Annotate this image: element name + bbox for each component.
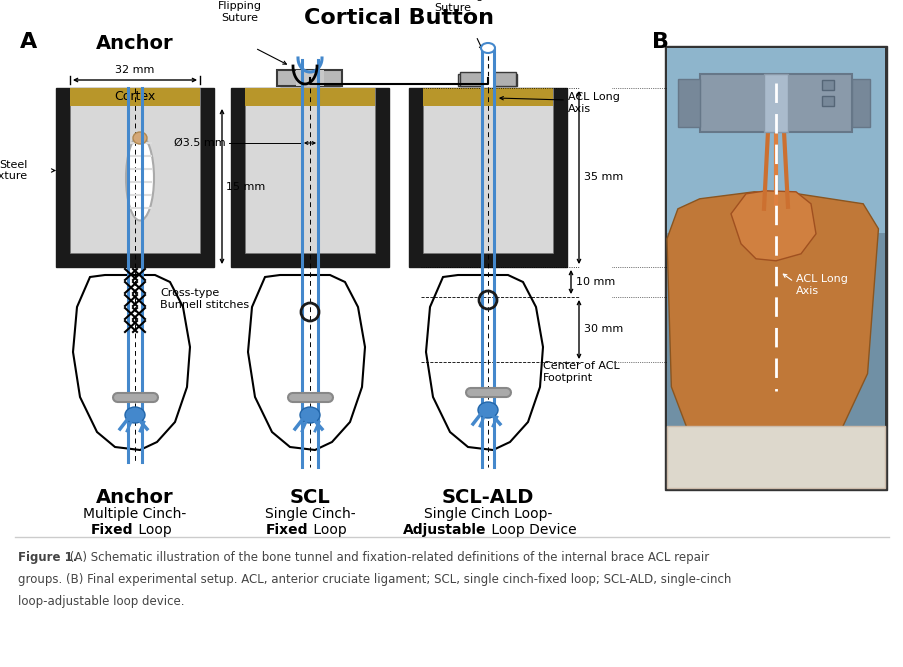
Text: Single Cinch-: Single Cinch- xyxy=(265,507,355,521)
Text: Steel
Fixture: Steel Fixture xyxy=(0,159,28,181)
Bar xyxy=(295,70,323,86)
Polygon shape xyxy=(73,275,190,450)
Text: 35 mm: 35 mm xyxy=(583,173,622,183)
Text: Cortical Button: Cortical Button xyxy=(303,8,493,28)
Bar xyxy=(677,79,699,127)
Text: Loop Device: Loop Device xyxy=(487,523,576,537)
Bar xyxy=(56,88,214,267)
Bar xyxy=(852,79,870,127)
Bar xyxy=(70,88,200,106)
Text: Center of ACL
Footprint: Center of ACL Footprint xyxy=(543,362,619,383)
Bar xyxy=(302,74,318,86)
Text: Shortening
Suture: Shortening Suture xyxy=(422,0,483,13)
Text: Cortex: Cortex xyxy=(115,91,155,103)
Text: Multiple Cinch-: Multiple Cinch- xyxy=(83,507,186,521)
Ellipse shape xyxy=(126,135,154,221)
Text: ACL Long
Axis: ACL Long Axis xyxy=(567,92,619,114)
Text: 10 mm: 10 mm xyxy=(575,277,615,287)
Text: (A) Schematic illustration of the bone tunnel and fixation-related definitions o: (A) Schematic illustration of the bone t… xyxy=(66,551,709,564)
Bar xyxy=(423,88,553,106)
Bar xyxy=(458,74,480,86)
Ellipse shape xyxy=(133,132,147,144)
Polygon shape xyxy=(666,192,878,479)
Ellipse shape xyxy=(478,402,498,418)
Ellipse shape xyxy=(125,407,144,423)
Polygon shape xyxy=(425,275,543,450)
Bar xyxy=(245,88,375,253)
Bar xyxy=(699,75,852,131)
Bar xyxy=(763,75,787,131)
Text: Flipping
Suture: Flipping Suture xyxy=(218,1,262,23)
Bar xyxy=(460,72,481,86)
Bar xyxy=(665,46,886,490)
Text: 30 mm: 30 mm xyxy=(583,324,622,334)
Text: SCL-ALD: SCL-ALD xyxy=(442,488,534,507)
Text: Loop: Loop xyxy=(134,523,172,537)
Ellipse shape xyxy=(300,407,320,423)
Text: loop-adjustable loop device.: loop-adjustable loop device. xyxy=(18,595,184,608)
Text: A: A xyxy=(20,32,37,52)
Text: Single Cinch Loop-: Single Cinch Loop- xyxy=(424,507,552,521)
Polygon shape xyxy=(731,191,815,261)
Text: Fixed: Fixed xyxy=(265,523,308,537)
Bar xyxy=(495,74,517,86)
Polygon shape xyxy=(247,275,365,450)
Ellipse shape xyxy=(480,43,495,53)
Bar xyxy=(666,426,884,488)
Bar xyxy=(493,72,516,86)
Text: ACL Long
Axis: ACL Long Axis xyxy=(796,274,847,295)
Bar xyxy=(666,48,884,233)
Bar xyxy=(70,88,200,253)
Bar xyxy=(280,74,340,86)
Bar xyxy=(245,88,375,106)
Text: Anchor: Anchor xyxy=(96,34,173,53)
Text: B: B xyxy=(651,32,668,52)
Bar xyxy=(408,88,566,267)
Text: Fixed: Fixed xyxy=(90,523,133,537)
Text: Ø3.5 mm: Ø3.5 mm xyxy=(174,138,226,148)
Text: groups. (B) Final experimental setup. ACL, anterior cruciate ligament; SCL, sing: groups. (B) Final experimental setup. AC… xyxy=(18,573,731,586)
Bar xyxy=(231,88,388,267)
Bar xyxy=(277,70,342,86)
Bar xyxy=(423,88,553,253)
Text: 15 mm: 15 mm xyxy=(226,181,265,191)
Text: Cross-type
Bunnell stitches: Cross-type Bunnell stitches xyxy=(160,288,249,309)
Text: Loop: Loop xyxy=(309,523,347,537)
Bar xyxy=(822,81,833,91)
Text: 32 mm: 32 mm xyxy=(116,65,154,75)
Text: Anchor: Anchor xyxy=(96,488,173,507)
Text: Figure 1.: Figure 1. xyxy=(18,551,78,564)
Text: SCL: SCL xyxy=(289,488,330,507)
Text: Adjustable: Adjustable xyxy=(402,523,486,537)
Bar xyxy=(822,97,833,107)
Bar xyxy=(666,233,884,488)
